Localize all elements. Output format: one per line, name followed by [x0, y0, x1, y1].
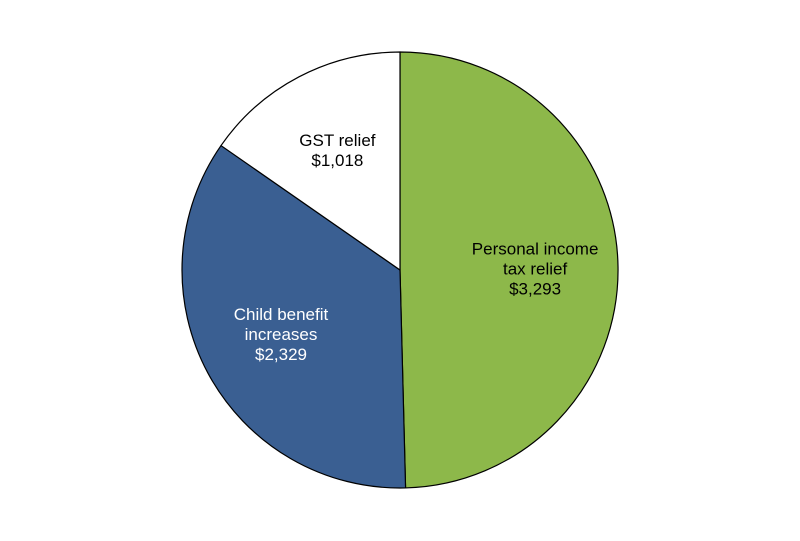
slice-value-label: $2,329: [255, 345, 307, 364]
pie-slice-label-1: Child benefit increases $2,329: [234, 305, 329, 364]
pie-slice-label-2: GST relief $1,018: [299, 131, 375, 170]
slice-category-label: Child benefit: [234, 305, 329, 324]
pie-slice-1: [181, 144, 407, 489]
slice-category-label: tax relief: [503, 259, 568, 278]
slice-category-label: GST relief: [299, 131, 375, 150]
slice-value-label: $1,018: [311, 151, 363, 170]
slice-category-label: increases: [245, 325, 318, 344]
pie-slice-0: [399, 51, 619, 489]
pie-slices: [181, 51, 619, 489]
pie-labels: Personal income tax relief $3,293 Child ben…: [234, 131, 599, 364]
slice-category-label: Personal income: [472, 239, 599, 258]
slice-value-label: $3,293: [509, 279, 561, 298]
pie-slice-label-0: Personal income tax relief $3,293: [472, 239, 599, 298]
pie-slice-2: [220, 51, 401, 271]
